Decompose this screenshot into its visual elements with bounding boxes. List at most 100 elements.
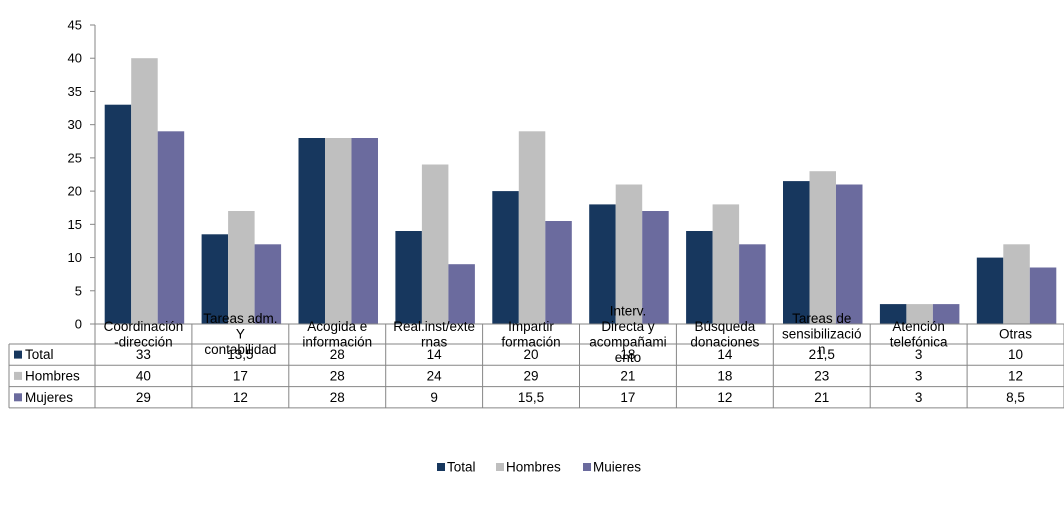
bar-mujeres-9	[932, 304, 960, 324]
bar-total-2	[201, 234, 229, 324]
table-value: 9	[430, 390, 438, 405]
table-value: 21	[620, 368, 635, 383]
x-category-label: Y	[236, 327, 245, 342]
table-value: 12	[717, 390, 732, 405]
table-value: 40	[136, 368, 151, 383]
bar-hombres-3	[325, 138, 352, 324]
table-value: 18	[620, 347, 635, 362]
x-category-label: información	[302, 334, 372, 349]
bar-mujeres-10	[1029, 267, 1057, 324]
table-value: 12	[1008, 368, 1023, 383]
table-legend-key-total	[14, 350, 22, 359]
table-value: 20	[524, 347, 539, 362]
bar-total-1	[104, 104, 132, 324]
bar-hombres-1	[131, 58, 158, 324]
table-legend-key-hombres	[14, 371, 22, 380]
x-category-label: Acogida e	[307, 319, 367, 334]
x-category-label: Impartir	[508, 319, 554, 334]
legend-label: Muieres	[593, 460, 641, 475]
table-value: 28	[330, 390, 345, 405]
table-value: 3	[915, 347, 923, 362]
table-value: 29	[136, 390, 151, 405]
table-series-name: Mujeres	[25, 390, 73, 405]
legend-key-hombres	[496, 463, 504, 471]
x-category-label: Directa y	[601, 319, 655, 334]
x-category-label: Atención	[892, 319, 945, 334]
table-value: 18	[717, 368, 732, 383]
table-value: 17	[233, 368, 248, 383]
bar-hombres-4	[421, 164, 449, 324]
table-value: 29	[524, 368, 539, 383]
table-value: 8,5	[1006, 390, 1025, 405]
x-category-label: Tareas adm.	[203, 311, 277, 326]
legend-label: Hombres	[506, 460, 561, 475]
x-category-label: ento	[615, 350, 641, 365]
table-series-name: Total	[25, 347, 54, 362]
x-category-label: rnas	[421, 334, 448, 349]
x-category-label: Coordinación	[104, 319, 184, 334]
table-value: 17	[620, 390, 635, 405]
y-tick-label: 0	[75, 317, 82, 332]
x-category-label: Real.inst/exte	[393, 319, 475, 334]
bar-hombres-2	[228, 211, 255, 324]
y-tick-label: 35	[68, 84, 82, 99]
y-tick-label: 25	[68, 150, 82, 165]
bar-hombres-8	[809, 171, 836, 324]
bar-total-10	[976, 257, 1004, 324]
table-value: 15,5	[518, 390, 544, 405]
bar-mujeres-4	[448, 264, 475, 324]
y-tick-label: 30	[68, 117, 82, 132]
legend-key-mujeres	[583, 463, 591, 471]
y-tick-label: 15	[68, 217, 82, 232]
legend-key-total	[437, 463, 445, 471]
bar-hombres-9	[906, 304, 933, 324]
table-value: 3	[915, 368, 923, 383]
bar-total-6	[589, 204, 616, 324]
y-tick-label: 40	[68, 51, 82, 66]
table-value: 23	[814, 368, 829, 383]
y-tick-label: 5	[75, 283, 82, 298]
table-value: 28	[330, 368, 345, 383]
table-value: 14	[717, 347, 733, 362]
bar-mujeres-2	[254, 244, 282, 324]
x-category-label: Tareas de	[792, 311, 851, 326]
bar-mujeres-1	[157, 131, 185, 324]
bar-hombres-5	[518, 131, 546, 324]
x-category-label: -dirección	[114, 334, 173, 349]
table-value: 3	[915, 390, 923, 405]
table-value: 21,5	[809, 347, 835, 362]
table-value: 10	[1008, 347, 1023, 362]
bar-mujeres-7	[739, 244, 766, 324]
table-value: 12	[233, 390, 248, 405]
x-category-label: Búsqueda	[694, 319, 755, 334]
table-value: 28	[330, 347, 345, 362]
table-value: 14	[427, 347, 443, 362]
bar-total-8	[783, 181, 810, 324]
x-category-label: Otras	[999, 327, 1032, 342]
y-tick-label: 10	[68, 250, 82, 265]
bar-total-4	[395, 231, 422, 324]
table-value: 13,5	[227, 347, 253, 362]
table-value: 33	[136, 347, 151, 362]
bar-mujeres-5	[545, 221, 572, 324]
bar-total-9	[879, 304, 907, 324]
x-category-label: sensibilizació	[782, 327, 862, 342]
table-series-name: Hombres	[25, 368, 80, 383]
bar-total-7	[686, 231, 713, 324]
table-value: 24	[427, 368, 443, 383]
x-category-label: formación	[501, 334, 560, 349]
x-category-label: acompañami	[589, 334, 666, 349]
table-value: 21	[814, 390, 829, 405]
bar-mujeres-8	[836, 184, 863, 324]
bar-hombres-7	[712, 204, 740, 324]
bar-mujeres-3	[351, 138, 378, 324]
x-category-label: n	[818, 342, 826, 357]
legend-label: Total	[447, 460, 476, 475]
x-category-label: telefónica	[890, 334, 948, 349]
y-tick-label: 45	[68, 18, 82, 33]
x-category-label: donaciones	[690, 334, 759, 349]
y-tick-label: 20	[68, 184, 82, 199]
x-category-label: Interv.	[610, 303, 647, 318]
